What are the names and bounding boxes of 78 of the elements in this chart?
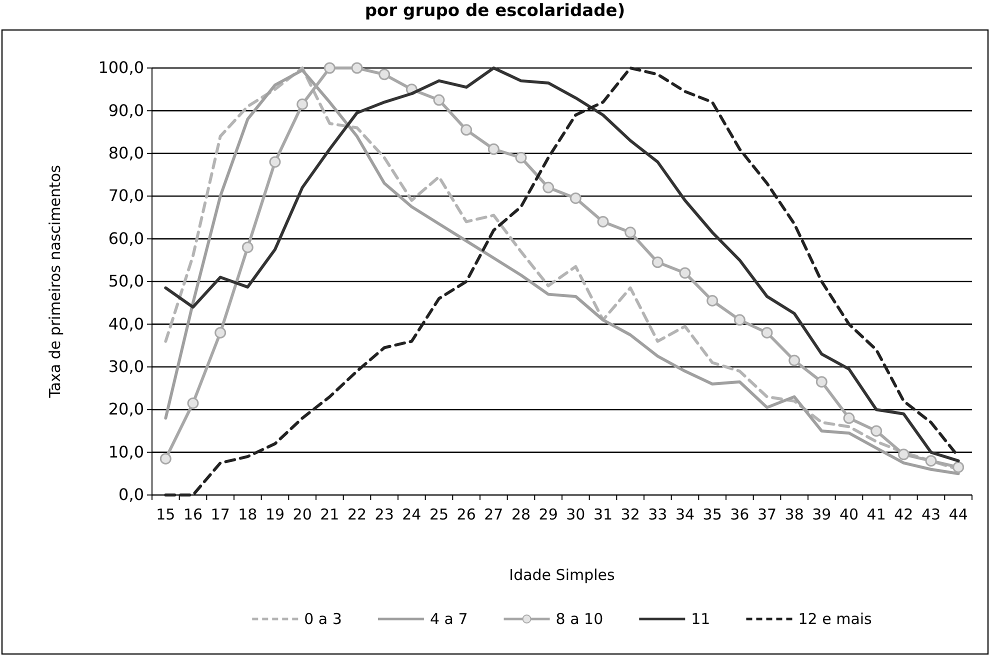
x-axis-title: Idade Simples: [509, 566, 616, 584]
point: [460, 124, 472, 136]
x-tick-label: 16: [183, 506, 203, 524]
point: [214, 326, 226, 338]
x-tick-label: 29: [538, 506, 558, 524]
x-tick-label: 33: [648, 506, 668, 524]
y-tick-label: 70,0: [108, 186, 144, 206]
x-tick-label: 36: [730, 506, 750, 524]
point: [706, 294, 718, 306]
point: [679, 267, 691, 279]
x-tick-label: 41: [866, 506, 886, 524]
y-tick-label: 100,0: [98, 58, 144, 78]
x-tick-label: 19: [265, 506, 285, 524]
y-tick-label: 60,0: [108, 228, 144, 248]
x-tick-label: 38: [784, 506, 804, 524]
chart-title: por grupo de escolaridade): [364, 1, 626, 21]
point: [187, 397, 199, 409]
y-tick-label: 50,0: [108, 272, 144, 291]
x-tick-label: 42: [894, 506, 914, 524]
point: [843, 412, 855, 424]
x-tick-label: 32: [620, 506, 640, 524]
y-tick-label: 10,0: [108, 442, 144, 462]
point: [515, 152, 527, 164]
legend-label: 0 a 3: [304, 610, 342, 628]
x-tick-label: 25: [429, 506, 449, 524]
point: [378, 68, 390, 80]
x-tick-label: 35: [702, 506, 722, 524]
x-tick-label: 40: [839, 506, 859, 524]
point: [652, 256, 664, 268]
y-axis-title: Taxa de primeiros nascimentos: [46, 164, 64, 399]
point: [761, 326, 773, 338]
legend-label: 11: [691, 610, 710, 628]
y-tick-label: 30,0: [108, 357, 144, 376]
point: [324, 62, 336, 74]
point: [242, 242, 254, 254]
y-tick-label: 0,0: [118, 485, 144, 504]
point: [952, 461, 964, 473]
x-tick-label: 34: [675, 506, 695, 524]
point: [925, 455, 937, 467]
point: [351, 62, 363, 74]
point: [160, 452, 172, 464]
point: [597, 216, 609, 228]
y-tick-label: 40,0: [108, 314, 144, 334]
x-tick-label: 23: [374, 506, 394, 524]
point: [570, 192, 582, 204]
x-tick-label: 30: [566, 506, 586, 524]
point: [269, 156, 281, 168]
legend-label: 8 a 10: [556, 610, 604, 628]
y-tick-label: 90,0: [108, 100, 144, 120]
legend-label: 4 a 7: [430, 610, 468, 628]
x-tick-label: 21: [320, 506, 340, 524]
point: [898, 448, 910, 460]
point: [542, 182, 554, 194]
x-tick-label: 17: [210, 506, 230, 524]
x-tick-label: 44: [948, 506, 968, 524]
point: [624, 226, 636, 238]
point: [488, 143, 500, 155]
point: [433, 94, 445, 106]
legend-label: 12 e mais: [798, 610, 872, 628]
x-tick-label: 20: [292, 506, 312, 524]
x-tick-label: 31: [593, 506, 613, 524]
y-tick-label: 20,0: [108, 400, 144, 419]
y-tick-label: 80,0: [108, 144, 144, 163]
point: [788, 354, 800, 366]
x-tick-label: 24: [402, 506, 422, 524]
point: [870, 425, 882, 437]
x-tick-label: 43: [921, 506, 941, 524]
x-tick-label: 27: [484, 506, 504, 524]
x-tick-label: 37: [757, 506, 777, 524]
x-tick-label: 28: [511, 506, 531, 524]
x-tick-label: 15: [156, 506, 176, 524]
point: [296, 98, 308, 110]
point: [816, 376, 828, 388]
x-tick-label: 22: [347, 506, 367, 524]
point: [734, 314, 746, 326]
x-tick-label: 18: [238, 506, 258, 524]
x-tick-label: 39: [812, 506, 832, 524]
x-tick-label: 26: [456, 506, 476, 524]
